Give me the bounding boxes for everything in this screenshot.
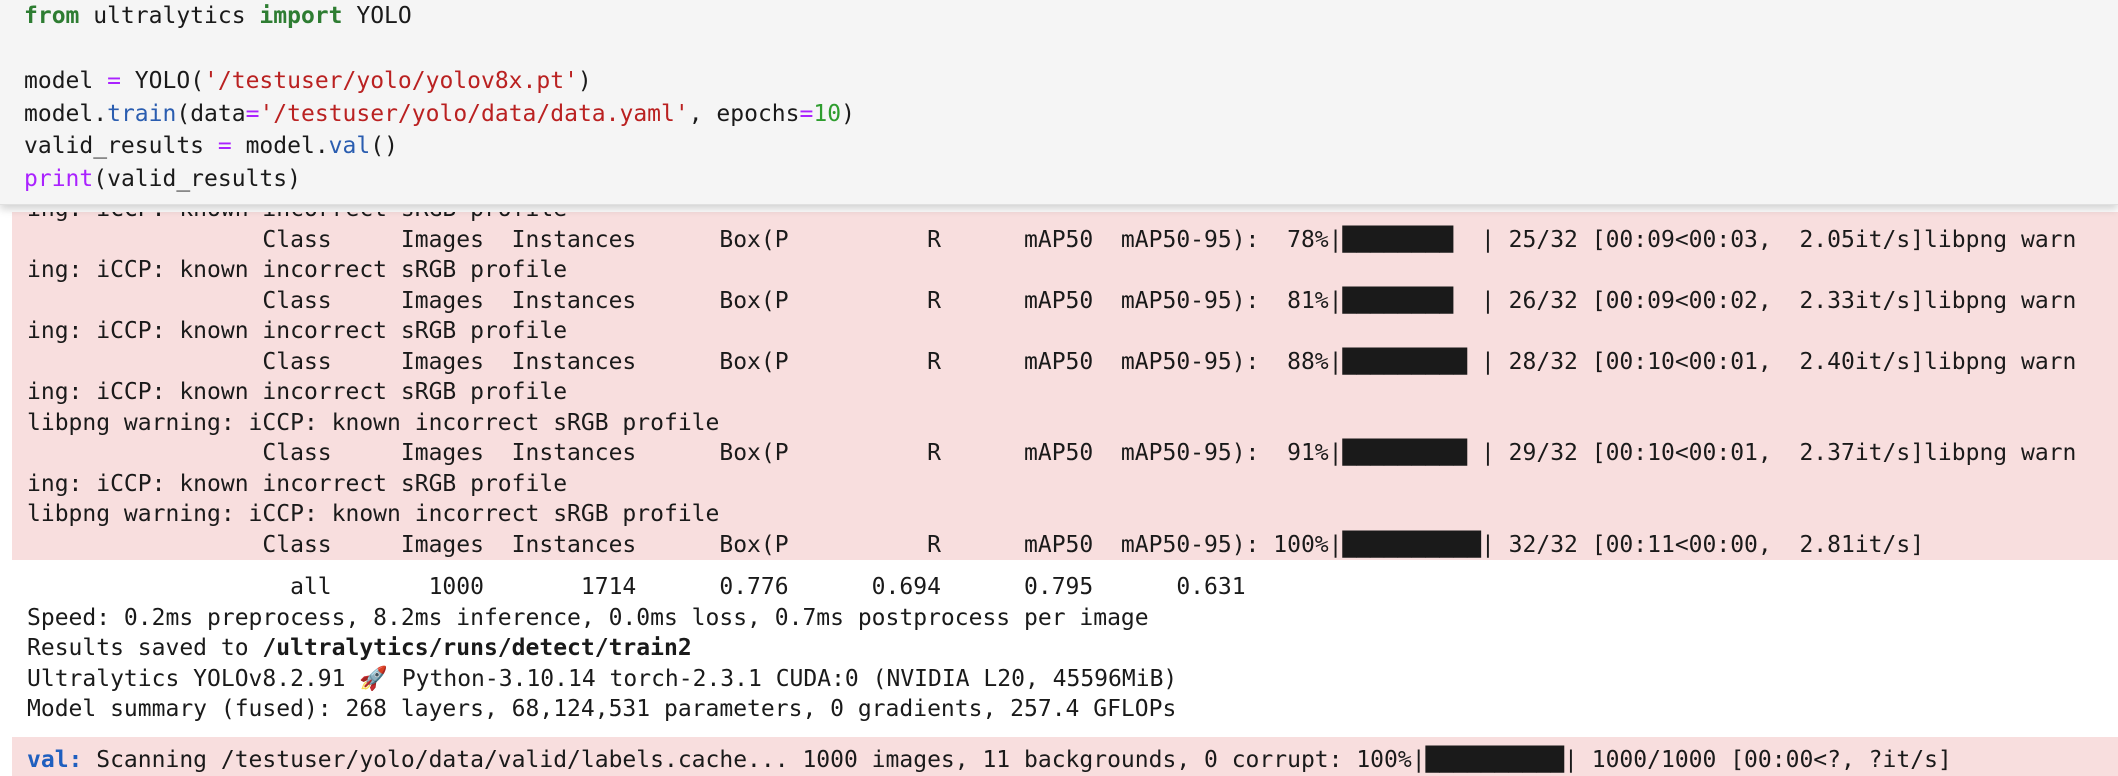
number: 10: [813, 100, 842, 127]
stderr-line: Class Images Instances Box(P R mAP50 mAP…: [27, 440, 2077, 466]
method: val: [328, 133, 371, 159]
code-token: YOLO(: [120, 68, 205, 94]
operator: =: [245, 100, 260, 127]
stderr-line: ing: iCCP: known incorrect sRGB profile: [27, 470, 568, 497]
stderr-line: libpng warning: iCCP: known incorrect sR…: [27, 409, 720, 436]
stderr-line: ing: iCCP: known incorrect sRGB profile: [27, 257, 568, 283]
val-text: Scanning /testuser/yolo/data/valid/label…: [82, 747, 1952, 773]
string: '/testuser/yolo/yolov8x.pt': [204, 68, 578, 94]
output-line: all 1000 1714 0.776 0.694 0.795 0.631: [27, 574, 1246, 600]
code-line: print(valid_results): [24, 163, 2118, 196]
stderr-line: Class Images Instances Box(P R mAP50 mAP…: [27, 531, 1925, 558]
code-line: model = YOLO('/testuser/yolo/yolov8x.pt'…: [24, 65, 2118, 98]
code-cell[interactable]: from ultralytics import YOLO model = YOL…: [0, 0, 2118, 205]
code-line: from ultralytics import YOLO: [24, 0, 2118, 33]
val-prefix: val:: [27, 747, 83, 773]
code-token: valid_results: [24, 133, 218, 159]
output-path: /ultralytics/runs/detect/train2: [262, 635, 692, 661]
code-line: valid_results = model.val(): [24, 130, 2118, 163]
stderr-lines: ing: iCCP: known incorrect sRGB profile …: [12, 212, 2118, 560]
stderr-line: libpng warning: iCCP: known incorrect sR…: [27, 501, 720, 527]
keyword: import: [259, 3, 343, 29]
stderr-line: Class Images Instances Box(P R mAP50 mAP…: [27, 287, 2077, 314]
code-token: (data: [176, 100, 246, 127]
val-output: val: Scanning /testuser/yolo/data/valid/…: [12, 737, 2118, 776]
output-line: Results saved to /ultralytics/runs/detec…: [27, 633, 2118, 664]
stderr-line: ing: iCCP: known incorrect sRGB profile: [27, 212, 2118, 225]
code-token: ): [841, 100, 855, 127]
code-token: (): [370, 133, 398, 159]
stderr-output: ing: iCCP: known incorrect sRGB profile …: [12, 212, 2118, 560]
stderr-line: Class Images Instances Box(P R mAP50 mAP…: [27, 226, 2077, 253]
code-token: ultralytics: [79, 3, 260, 29]
stdout-output: all 1000 1714 0.776 0.694 0.795 0.631 Sp…: [12, 572, 2118, 725]
stderr-line: ing: iCCP: known incorrect sRGB profile: [27, 379, 568, 405]
code-token: , epochs: [688, 100, 800, 127]
builtin: print: [24, 165, 94, 192]
code-token: model: [24, 68, 108, 94]
code-token: model.: [231, 133, 329, 159]
code-line: model.train(data='/testuser/yolo/data/da…: [24, 98, 2118, 131]
string: '/testuser/yolo/data/data.yaml': [259, 100, 689, 127]
output-line: Model summary (fused): 268 layers, 68,12…: [27, 696, 1177, 722]
code-token: (valid_results): [93, 165, 301, 192]
code-token: YOLO: [342, 3, 412, 29]
output-line: Speed: 0.2ms preprocess, 8.2ms inference…: [27, 604, 1149, 631]
operator: =: [799, 100, 814, 127]
operator: =: [217, 133, 232, 159]
output-text: Results saved to: [27, 635, 263, 661]
operator: =: [107, 68, 121, 94]
stderr-line: ing: iCCP: known incorrect sRGB profile: [27, 318, 568, 344]
code-token: model.: [24, 100, 108, 127]
code-token: ): [577, 68, 592, 94]
output-line: Ultralytics YOLOv8.2.91 🚀 Python-3.10.14…: [27, 665, 1178, 692]
stderr-line: Class Images Instances Box(P R mAP50 mAP…: [27, 348, 2077, 375]
method: train: [107, 100, 177, 127]
code-line: [24, 33, 2118, 66]
keyword: from: [24, 3, 80, 29]
